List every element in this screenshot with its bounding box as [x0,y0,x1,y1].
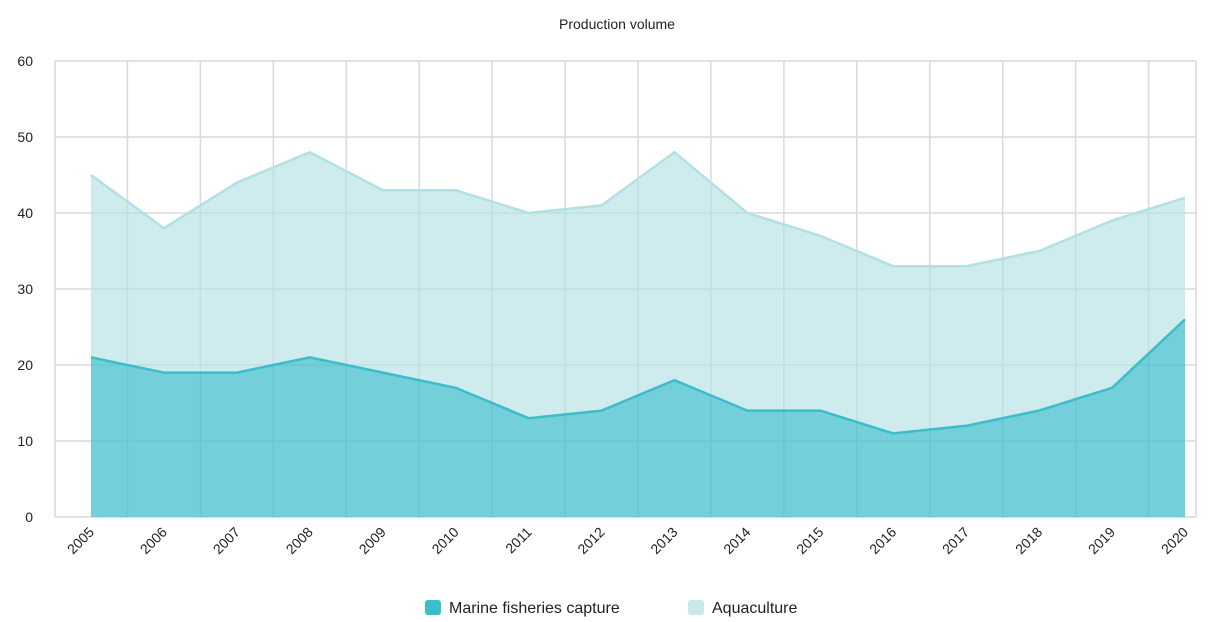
series-lines [90,150,1186,435]
aquaculture-line [90,150,1186,268]
x-tick-label: 2015 [793,524,826,557]
x-tick-label: 2014 [720,524,753,557]
x-tick-label: 2009 [356,524,389,557]
y-tick-label: 20 [17,357,33,373]
marine-fisheries-line [90,318,1186,435]
x-tick-label: 2011 [502,524,535,557]
y-axis: 0 10 20 30 40 50 60 [17,53,33,525]
x-tick-label: 2017 [939,524,972,557]
x-tick-label: 2006 [137,524,170,557]
y-tick-label: 50 [17,129,33,145]
x-tick-label: 2008 [283,524,316,557]
y-tick-label: 10 [17,433,33,449]
x-tick-label: 2020 [1158,524,1191,557]
x-tick-label: 2005 [64,524,97,557]
x-axis: 2005 2006 2007 2008 2009 2010 2011 2012 2013 2014… [64,524,1191,557]
marine-fisheries-area [91,319,1185,517]
areas [91,152,1185,517]
aquaculture-area [91,152,1185,434]
legend-label: Aquaculture [712,600,797,617]
legend-swatch [425,600,441,615]
x-tick-label: 2012 [574,524,607,557]
legend-item[interactable]: Marine fisheries capture [425,600,620,617]
x-tick-label: 2016 [866,524,899,557]
legend-swatch [688,600,704,615]
y-tick-label: 0 [25,509,33,525]
y-tick-label: 30 [17,281,33,297]
x-tick-label: 2013 [647,524,680,557]
x-tick-label: 2019 [1085,524,1118,557]
legend-label: Marine fisheries capture [449,600,620,617]
y-tick-label: 40 [17,205,33,221]
legend: Marine fisheries capture Aquaculture [425,600,797,617]
y-tick-label: 60 [17,53,33,69]
x-tick-label: 2010 [428,524,461,557]
x-tick-label: 2018 [1012,524,1045,557]
x-tick-label: 2007 [210,524,243,557]
chart-title: Production volume [559,16,675,32]
legend-item[interactable]: Aquaculture [688,600,797,617]
